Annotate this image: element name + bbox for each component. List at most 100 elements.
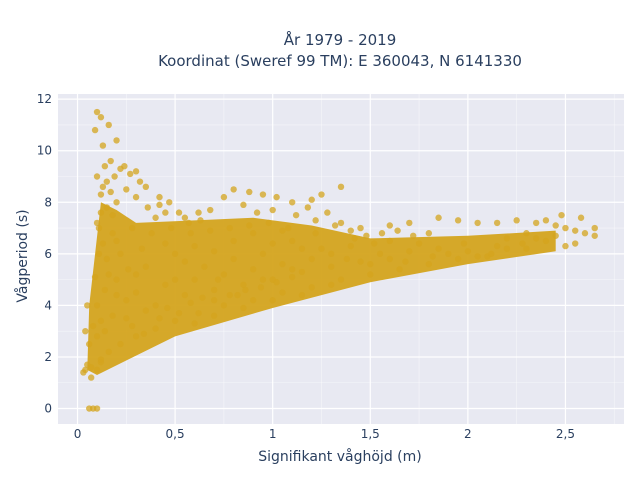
- scatter-point: [187, 230, 194, 237]
- scatter-point: [591, 232, 598, 239]
- scatter-point: [308, 196, 315, 203]
- scatter-point: [328, 263, 335, 270]
- scatter-point: [171, 317, 179, 325]
- scatter-point: [132, 289, 140, 296]
- x-tick-label: 0,5: [166, 427, 185, 441]
- scatter-point: [552, 232, 559, 239]
- scatter-point: [128, 224, 136, 232]
- scatter-point: [347, 242, 354, 250]
- scatter-point: [435, 245, 442, 252]
- scatter-point: [386, 255, 393, 263]
- scatter-point: [269, 297, 276, 304]
- scatter-point: [425, 260, 433, 268]
- scatter-point: [523, 245, 530, 252]
- scatter-point: [425, 230, 433, 237]
- scatter-point: [226, 291, 233, 299]
- scatter-point: [308, 255, 315, 263]
- scatter-point: [298, 268, 306, 276]
- scatter-point: [132, 193, 140, 201]
- scatter-point: [117, 250, 124, 258]
- x-tick-label: 0: [74, 427, 82, 441]
- scatter-point: [230, 255, 237, 263]
- scatter-point: [572, 227, 579, 234]
- scatter-point: [249, 230, 257, 237]
- scatter-point: [318, 245, 325, 252]
- scatter-point: [95, 224, 103, 232]
- scatter-point: [246, 222, 253, 229]
- scatter-point: [259, 250, 267, 258]
- scatter-point: [279, 289, 286, 296]
- scatter-point: [285, 224, 292, 232]
- scatter-point: [363, 232, 370, 239]
- scatter-point: [289, 273, 296, 281]
- scatter-point: [123, 297, 130, 304]
- scatter-point: [289, 237, 296, 245]
- scatter-point: [99, 240, 107, 247]
- scatter-point: [562, 224, 569, 232]
- scatter-point: [253, 209, 261, 216]
- scatter-point: [93, 219, 101, 227]
- scatter-point: [111, 173, 118, 180]
- scatter-point: [207, 227, 214, 234]
- y-tick-label: 6: [44, 247, 52, 261]
- scatter-point: [246, 188, 253, 196]
- scatter-point: [591, 224, 598, 232]
- scatter-point: [298, 291, 306, 299]
- scatter-point: [493, 219, 501, 227]
- scatter-point: [269, 206, 276, 214]
- scatter-point: [240, 281, 247, 288]
- scatter-point: [156, 315, 163, 322]
- scatter-point: [113, 199, 120, 206]
- scatter-point: [191, 320, 198, 327]
- scatter-point: [396, 266, 403, 273]
- scatter-point: [210, 297, 218, 304]
- scatter-point: [298, 245, 306, 252]
- scatter-point: [91, 126, 99, 134]
- scatter-point: [242, 286, 249, 294]
- scatter-point: [292, 211, 300, 219]
- scatter-point: [402, 258, 409, 265]
- scatter-point: [460, 240, 468, 247]
- scatter-point: [99, 142, 107, 149]
- scatter-point: [562, 242, 569, 250]
- scatter-point: [105, 271, 112, 278]
- scatter-point: [93, 302, 101, 309]
- scatter-point: [82, 327, 89, 335]
- scatter-point: [220, 193, 228, 201]
- scatter-point: [125, 266, 132, 273]
- scatter-point: [195, 209, 202, 216]
- scatter-point: [394, 227, 401, 234]
- scatter-point: [474, 253, 481, 260]
- scatter-point: [279, 260, 286, 268]
- scatter-point: [97, 317, 105, 325]
- scatter-point: [532, 235, 540, 242]
- scatter-point: [156, 193, 163, 201]
- scatter-point: [185, 219, 192, 227]
- scatter-point: [86, 340, 93, 348]
- scatter-point: [214, 276, 222, 283]
- scatter-point: [318, 191, 325, 198]
- scatter-point: [415, 240, 423, 247]
- scatter-point: [312, 230, 319, 237]
- scatter-point: [107, 157, 114, 165]
- point-cloud-dense-area: [87, 202, 556, 376]
- x-tick-label: 2,5: [556, 427, 575, 441]
- scatter-point: [210, 286, 218, 294]
- y-tick-label: 2: [44, 350, 52, 364]
- scatter-point: [577, 214, 585, 221]
- scatter-point: [410, 232, 417, 239]
- scatter-point: [95, 250, 103, 258]
- scatter-point: [406, 248, 413, 255]
- scatter-point: [171, 276, 179, 283]
- scatter-point: [113, 276, 120, 283]
- scatter-point: [367, 260, 374, 268]
- scatter-point: [132, 333, 140, 340]
- scatter-point: [87, 364, 95, 371]
- scatter-point: [337, 183, 345, 191]
- scatter-point: [493, 242, 501, 250]
- scatter-point: [93, 366, 101, 374]
- x-tick-label: 1,5: [361, 427, 380, 441]
- scatter-point: [259, 191, 267, 198]
- scatter-point: [207, 206, 214, 214]
